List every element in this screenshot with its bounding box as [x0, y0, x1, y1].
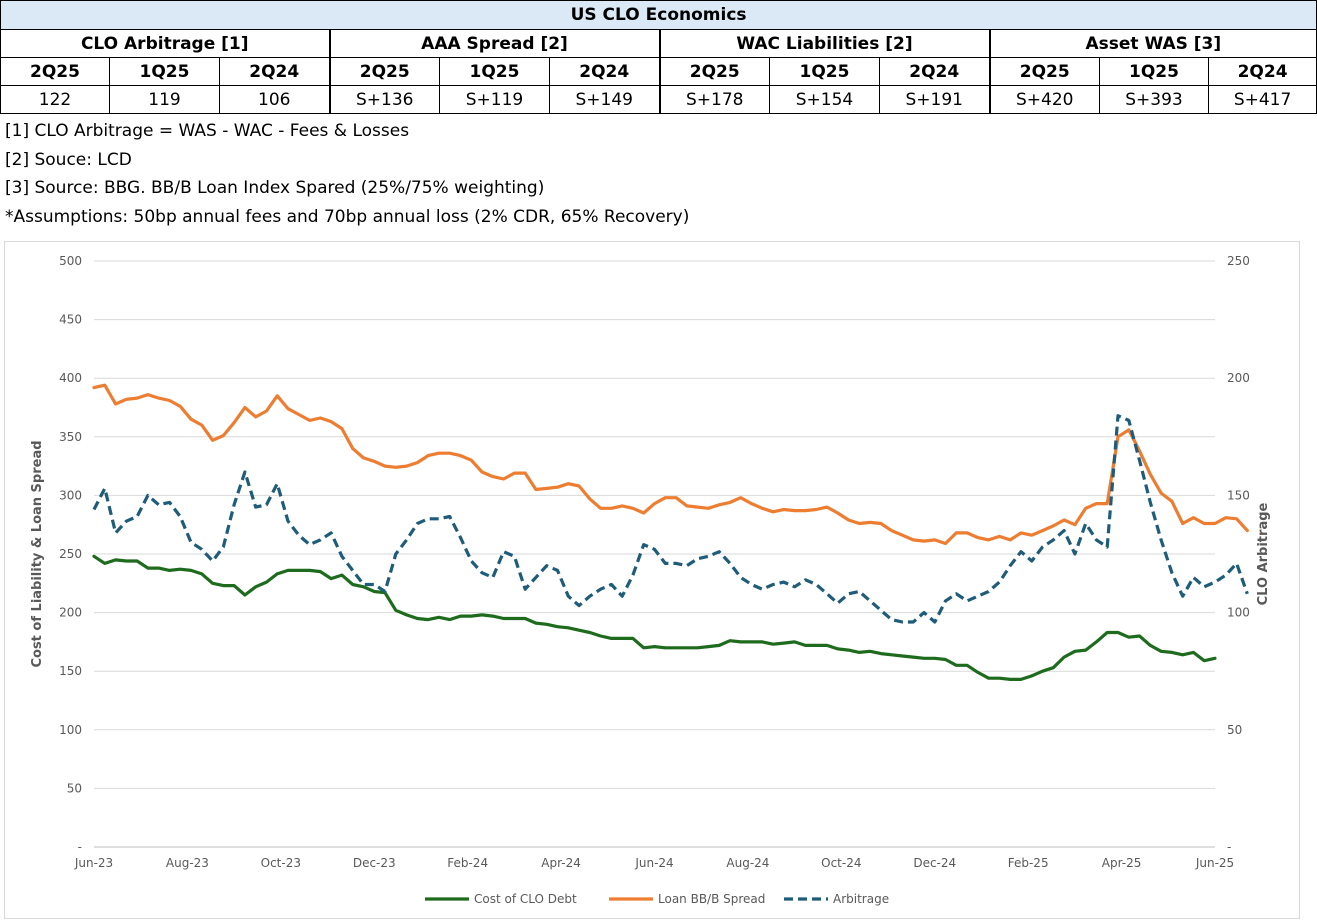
period-header: 1Q25: [1099, 57, 1209, 86]
x-tick-label: Oct-24: [821, 856, 861, 870]
arbitrage-line: [92, 414, 1249, 624]
y2-tick-label: 50: [1227, 723, 1242, 737]
y-tick-label: -: [78, 840, 82, 854]
value-cell: 122: [0, 85, 110, 114]
x-tick-label: Apr-24: [541, 856, 581, 870]
period-header: 2Q24: [549, 57, 660, 86]
x-tick-label: Dec-24: [913, 856, 956, 870]
y-tick-label: 50: [67, 781, 82, 795]
footnote: *Assumptions: 50bp annual fees and 70bp …: [5, 206, 690, 227]
y2-tick-label: 250: [1227, 254, 1250, 268]
legend-item-cost-of-clo-debt: Cost of CLO Debt: [474, 892, 577, 906]
y-tick-label: 450: [59, 313, 82, 327]
y-tick-label: 500: [59, 254, 82, 268]
legend-item-loan-spread: Loan BB/B Spread: [658, 892, 765, 906]
y2-tick-label: 150: [1227, 488, 1250, 502]
period-header: 1Q25: [109, 57, 220, 86]
value-cell: S+149: [549, 85, 660, 114]
y-tick-label: 150: [59, 664, 82, 678]
x-tick-label: Apr-25: [1102, 856, 1142, 870]
group-header-aaa-spread: AAA Spread [2]: [328, 29, 660, 58]
x-tick-label: Jun-24: [634, 856, 673, 870]
footnote: [2] Souce: LCD: [5, 149, 132, 170]
loan-spread-line: [92, 383, 1249, 546]
x-tick-label: Feb-25: [1008, 856, 1049, 870]
footnote: [3] Source: BBG. BB/B Loan Index Spared …: [5, 178, 545, 198]
footnote: [1] CLO Arbitrage = WAS - WAC - Fees & L…: [5, 121, 410, 141]
x-tick-label: Aug-24: [726, 856, 769, 870]
legend-item-arbitrage: Arbitrage: [833, 892, 889, 906]
y-tick-label: 250: [59, 547, 82, 561]
y-axis-title: Cost of Liability & Loan Spread: [30, 440, 45, 667]
value-cell: S+191: [879, 85, 990, 114]
period-header: 1Q25: [439, 57, 550, 86]
value-cell: S+136: [328, 85, 440, 114]
y-tick-label: 200: [59, 606, 82, 620]
value-cell: S+119: [439, 85, 550, 114]
period-header: 2Q24: [219, 57, 330, 86]
value-cell: S+178: [658, 85, 770, 114]
value-cell: 119: [109, 85, 220, 114]
y2-tick-label: 200: [1227, 371, 1250, 385]
period-header: 2Q25: [658, 57, 770, 86]
x-tick-label: Aug-23: [166, 856, 209, 870]
x-tick-label: Jun-25: [1195, 856, 1234, 870]
clo-economics-table: US CLO Economics CLO Arbitrage [1] AAA S…: [0, 0, 1317, 114]
group-header-asset-was: Asset WAS [3]: [988, 29, 1317, 58]
y2-tick-label: -: [1227, 840, 1231, 854]
y2-tick-label: 100: [1227, 606, 1250, 620]
y-tick-label: 350: [59, 430, 82, 444]
period-header: 2Q25: [0, 57, 110, 86]
value-cell: S+420: [988, 85, 1100, 114]
x-tick-label: Dec-23: [353, 856, 396, 870]
period-header: 2Q25: [988, 57, 1100, 86]
value-cell: S+393: [1099, 85, 1209, 114]
x-tick-label: Jun-23: [74, 856, 113, 870]
y2-axis-title: CLO Arbitrage: [1256, 502, 1271, 605]
value-cell: S+154: [769, 85, 880, 114]
y-tick-label: 100: [59, 723, 82, 737]
footnotes: [1] CLO Arbitrage = WAS - WAC - Fees & L…: [5, 117, 689, 231]
period-header: 2Q25: [328, 57, 440, 86]
group-header-wac-liabilities: WAC Liabilities [2]: [658, 29, 990, 58]
chart-canvas: - 50 100 150 200 250 300 350 400 450 500 - 50 100 150 2…: [30, 254, 1271, 906]
y-tick-label: 400: [59, 371, 82, 385]
cost-of-clo-debt-line: [92, 554, 1217, 681]
period-header: 2Q24: [1207, 57, 1317, 86]
clo-chart: - 50 100 150 200 250 300 350 400 450 500 - 50 100 150 2…: [4, 241, 1300, 919]
x-tick-label: Oct-23: [261, 856, 301, 870]
period-header: 2Q24: [879, 57, 990, 86]
value-cell: 106: [219, 85, 330, 114]
y-tick-label: 300: [59, 488, 82, 502]
period-header: 1Q25: [769, 57, 880, 86]
group-header-clo-arbitrage: CLO Arbitrage [1]: [0, 29, 330, 58]
value-cell: S+417: [1207, 85, 1317, 114]
x-tick-label: Feb-24: [447, 856, 488, 870]
table-title: US CLO Economics: [0, 0, 1317, 30]
